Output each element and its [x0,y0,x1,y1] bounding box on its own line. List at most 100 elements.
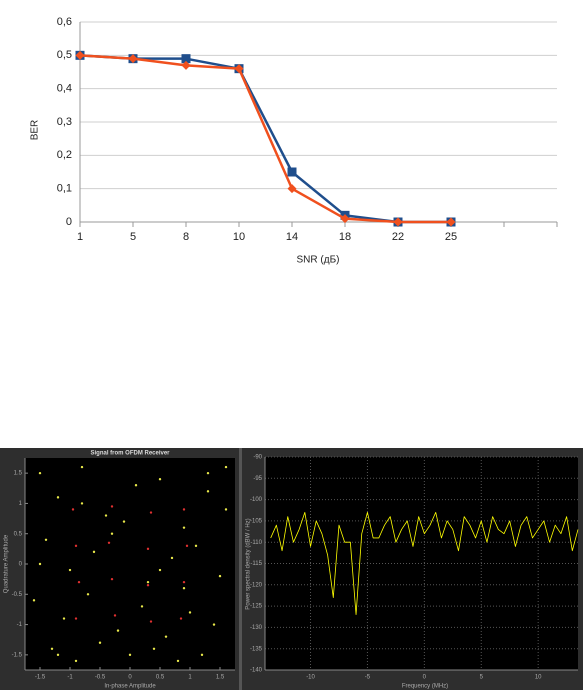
y-tick-label: -1.5 [12,652,23,658]
point [74,544,78,548]
point [182,526,186,529]
y-tick-label: 1 [19,501,23,507]
point [182,587,186,590]
point [146,584,150,587]
x-tick-label: 5 [130,231,136,243]
x-tick-label: 1 [188,675,192,681]
x-tick-label: 1.5 [216,675,225,681]
point [116,629,120,632]
point [77,580,81,584]
x-tick-label: -1.5 [35,675,46,681]
point [113,614,117,617]
y-tick-label: 0.5 [14,531,23,537]
point [188,611,192,614]
point [158,478,162,481]
point [158,568,162,572]
y-axis-label: BER [30,120,41,141]
point [74,659,78,663]
point [44,538,48,541]
y-tick-label: -130 [250,625,263,631]
point [185,544,189,548]
point [38,562,42,566]
y-tick-label: 0,1 [57,183,72,195]
point [149,620,153,623]
y-tick-label: 0 [19,562,23,568]
point [212,623,216,626]
point [128,653,132,657]
x-tick-label: -10 [306,675,315,681]
x-axis-label: In-phase Amplitude [104,684,156,690]
y-tick-label: -115 [250,561,262,567]
point [80,465,84,469]
marker [234,64,244,74]
panel-divider [239,448,242,690]
y-tick-label: 0,5 [57,49,72,61]
y-tick-label: 0,3 [57,116,72,128]
y-tick-label: -120 [250,582,263,588]
x-tick-label: 10 [233,231,245,243]
point [104,514,108,517]
x-tick-label: 0.5 [156,675,165,681]
x-tick-label: 22 [392,231,404,243]
y-tick-label: -105 [250,518,263,524]
y-axis-label: Power spectral density (dBW / Hz) [246,518,252,609]
point [194,544,198,548]
point [218,574,222,578]
point [98,641,102,644]
y-tick-label: -110 [250,540,262,546]
point [149,511,153,514]
point [80,502,84,505]
y-tick-label: 0,6 [57,16,72,28]
x-tick-label: 0 [423,675,427,681]
point [86,593,90,596]
point [200,653,204,657]
point [122,520,126,523]
x-tick-label: 18 [339,231,351,243]
point [176,659,180,663]
point [140,605,144,608]
x-axis-label: Frequency (MHz) [402,684,448,690]
point [182,580,186,584]
y-tick-label: 0 [66,216,72,228]
y-tick-label: -140 [250,668,263,674]
x-tick-label: 5 [480,675,484,681]
point [206,490,210,493]
marker [287,167,297,177]
point [134,484,138,487]
marker [393,217,403,227]
point [110,532,114,535]
y-tick-label: 0,2 [57,149,72,161]
point [38,471,42,475]
x-tick-label: -1 [67,675,73,681]
point [224,508,228,511]
x-tick-label: 8 [183,231,189,243]
x-tick-label: -5 [365,675,371,681]
marker [446,217,456,227]
y-tick-label: -135 [250,646,263,652]
x-tick-label: 25 [445,231,457,243]
point [56,653,60,657]
series-line [270,511,579,616]
point [110,505,114,508]
y-tick-label: -100 [250,497,263,503]
constellation-plot-area [25,458,235,670]
marker [340,214,350,224]
y-tick-label: -125 [250,604,263,610]
point [32,599,36,602]
y-tick-label: -0.5 [12,592,23,598]
y-tick-label: 1.5 [14,471,23,477]
marker [181,54,191,64]
y-tick-label: 0,4 [57,83,72,95]
x-axis-label: SNR (дБ) [297,255,340,266]
point [92,550,96,554]
point [206,471,210,475]
point [224,465,228,469]
series-line [79,54,451,224]
point [110,577,114,581]
point [71,508,75,511]
point [146,580,150,584]
marker [287,184,297,194]
marker [128,54,138,64]
marker [181,60,191,70]
